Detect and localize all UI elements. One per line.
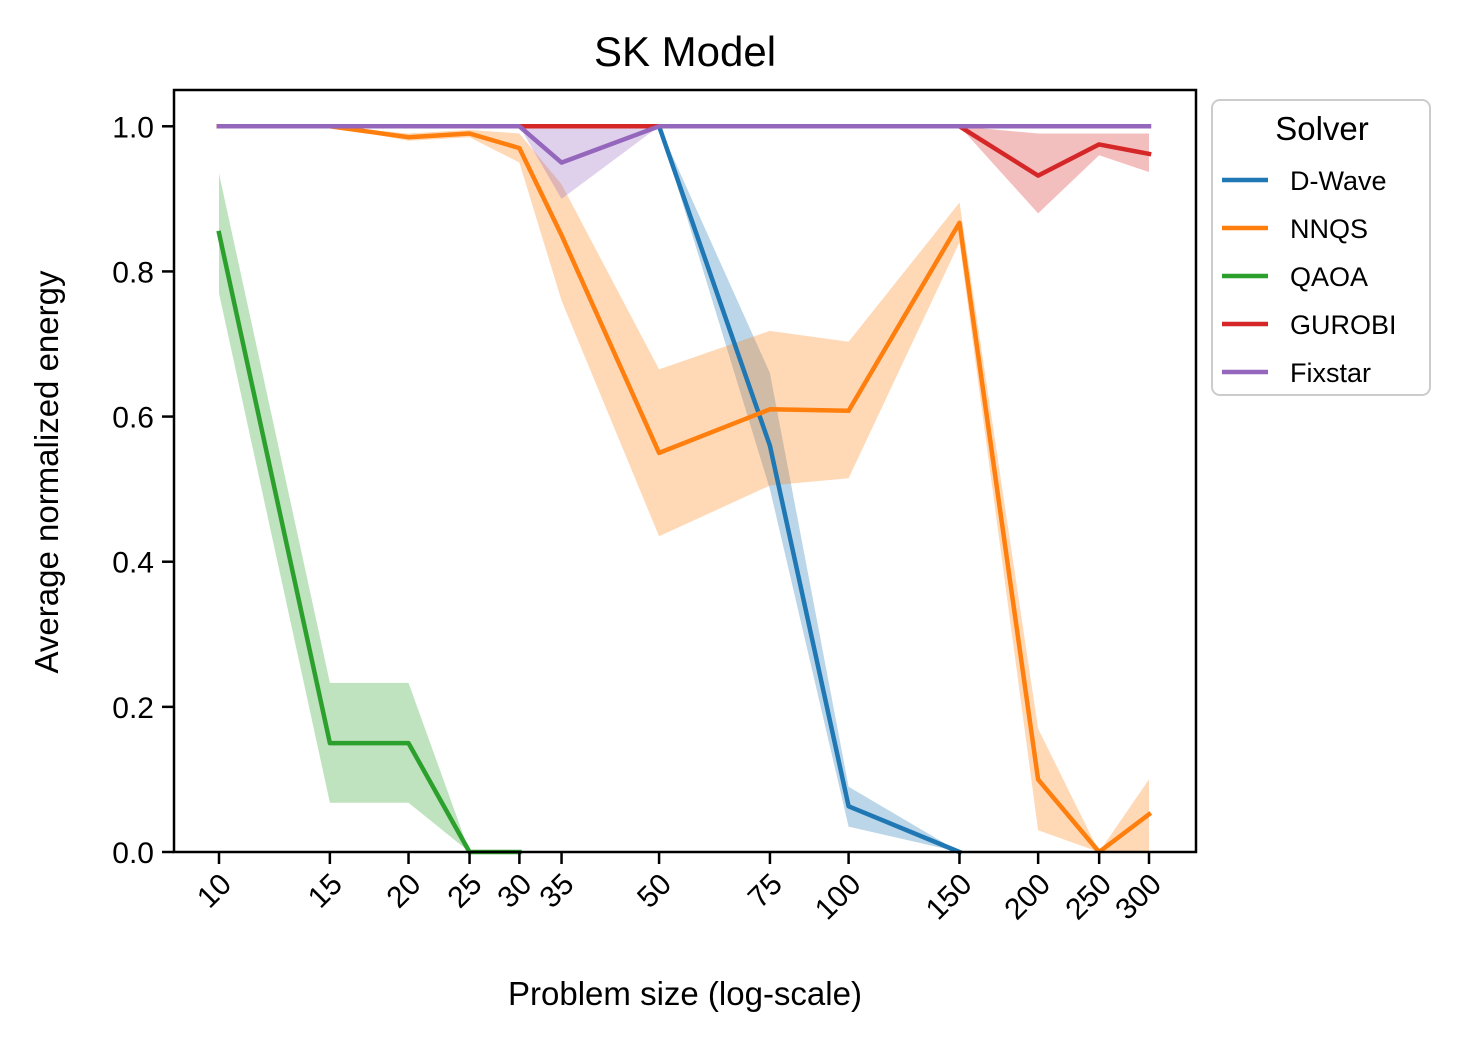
legend-label: D-Wave [1290,166,1387,196]
x-tick-label: 75 [742,868,789,915]
plot-frame [172,88,1198,854]
chart-title: SK Model [594,28,776,75]
legend-label: NNQS [1290,214,1368,244]
legend-label: GUROBI [1290,310,1397,340]
legend-title: Solver [1275,110,1369,147]
line-nnqs [216,124,1153,855]
legend: Solver D-Wave NNQS QAOA GUROBI Fixstar [1211,99,1431,396]
x-tick-label: 35 [534,868,581,915]
y-tick-label: 0.8 [112,256,154,289]
y-axis-label: Average normalized energy [28,270,65,673]
x-tick-label: 300 [1109,868,1168,927]
y-tick-label: 0.6 [112,402,154,435]
x-tick-label: 25 [442,868,489,915]
band-qaoa [219,173,520,852]
x-tick-label: 30 [491,868,538,915]
x-tick-label: 150 [920,868,979,927]
y-tick-label: 0.2 [112,692,154,725]
x-tick-label: 250 [1059,868,1118,927]
x-tick-label: 15 [302,868,349,915]
y-tick-label: 1.0 [112,111,154,144]
band-gurobi [219,126,1149,214]
y-axis: 0.0 0.2 0.4 0.6 0.8 1.0 [112,111,174,870]
legend-box [1211,99,1431,396]
x-tick-label: 50 [631,868,678,915]
x-tick-label: 200 [998,868,1057,927]
y-tick-label: 0.0 [112,837,154,870]
band-nnqs [219,126,1149,853]
x-tick-label: 20 [381,868,428,915]
line-fixstar [216,124,1152,165]
legend-label: Fixstar [1290,358,1371,388]
y-tick-label: 0.4 [112,547,154,580]
x-axis-label: Problem size (log-scale) [508,975,862,1012]
x-tick-label: 100 [809,868,868,927]
x-tick-label: 10 [191,868,238,915]
legend-label: QAOA [1290,262,1368,292]
